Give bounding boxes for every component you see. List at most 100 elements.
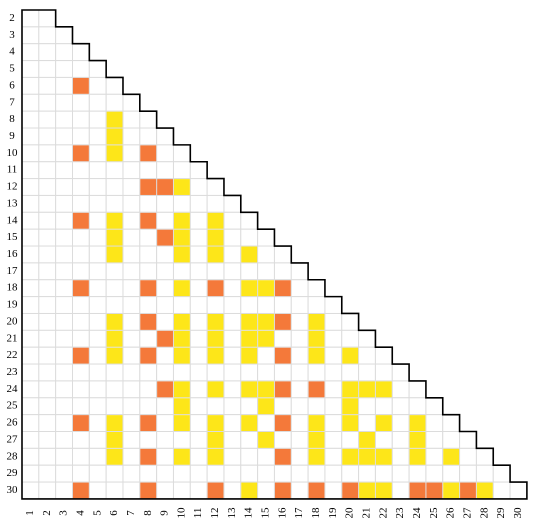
grid-cell xyxy=(324,329,343,348)
grid-cell xyxy=(223,464,242,483)
cell xyxy=(173,212,190,229)
grid-cell xyxy=(38,76,57,95)
row-label: 19 xyxy=(7,299,19,311)
cell xyxy=(241,415,258,431)
cell xyxy=(140,482,157,499)
cell xyxy=(140,179,157,195)
grid-cell xyxy=(71,262,90,281)
grid-cell xyxy=(459,447,477,466)
grid-cell xyxy=(139,110,158,129)
cell xyxy=(241,381,258,398)
grid-cell xyxy=(21,262,40,281)
grid-cell xyxy=(189,397,208,416)
grid-cell xyxy=(38,481,57,500)
grid-cell xyxy=(341,464,360,483)
grid-cell xyxy=(21,245,40,264)
grid-cell xyxy=(290,346,309,365)
grid-cell xyxy=(156,279,174,298)
cell xyxy=(258,432,274,448)
grid-cell xyxy=(88,363,107,382)
grid-cell xyxy=(88,194,107,213)
cell xyxy=(258,280,274,297)
cell xyxy=(274,347,291,364)
grid-cell xyxy=(88,431,107,449)
grid-cell xyxy=(122,245,141,264)
grid-cell xyxy=(71,245,90,264)
grid-cell xyxy=(290,447,309,466)
grid-cell xyxy=(156,194,174,213)
cell xyxy=(274,448,291,465)
grid-cell xyxy=(38,464,57,483)
grid-cell xyxy=(21,211,40,230)
grid-cell xyxy=(290,363,309,382)
grid-cell xyxy=(189,481,208,500)
grid-cell xyxy=(189,346,208,365)
grid-cell xyxy=(122,279,141,298)
row-label: 8 xyxy=(9,113,15,125)
grid-cell xyxy=(88,346,107,365)
cell xyxy=(342,448,359,465)
cell xyxy=(359,432,375,448)
grid-cell xyxy=(307,279,326,298)
column-label: 19 xyxy=(327,507,339,519)
grid-cell xyxy=(88,245,107,264)
cell xyxy=(106,330,123,347)
grid-cell xyxy=(122,397,141,416)
cell xyxy=(140,448,157,465)
cell xyxy=(173,398,190,415)
cell xyxy=(157,229,173,246)
grid-cell xyxy=(21,60,40,78)
cell xyxy=(258,398,274,415)
grid-cell xyxy=(189,363,208,382)
grid-cell xyxy=(122,296,141,314)
cell xyxy=(207,313,224,330)
grid-cell xyxy=(55,262,73,281)
grid-cell xyxy=(122,178,141,196)
grid-cell xyxy=(21,76,40,95)
column-label: 14 xyxy=(243,507,255,519)
cell xyxy=(308,347,325,364)
grid-cell xyxy=(156,414,174,433)
grid-cell xyxy=(38,346,57,365)
grid-cell xyxy=(324,363,343,382)
grid-cell xyxy=(38,144,57,163)
grid-cell xyxy=(172,431,191,449)
grid-cell xyxy=(391,414,410,433)
grid-cell xyxy=(38,296,57,314)
grid-cell xyxy=(71,380,90,399)
grid-cell xyxy=(71,329,90,348)
grid-cell xyxy=(374,397,393,416)
grid-cell xyxy=(21,279,40,298)
grid-cell xyxy=(38,178,57,196)
grid-cell xyxy=(38,380,57,399)
grid-cell xyxy=(189,431,208,449)
grid-cell xyxy=(139,245,158,264)
row-label: 11 xyxy=(7,164,18,176)
grid-cell xyxy=(324,481,343,500)
column-label: 12 xyxy=(209,507,221,518)
row-label: 6 xyxy=(9,79,15,91)
grid-cell xyxy=(21,464,40,483)
grid-cell xyxy=(55,194,73,213)
column-label: 1 xyxy=(24,510,36,516)
grid-cell xyxy=(324,312,343,331)
grid-cell xyxy=(38,431,57,449)
column-label: 30 xyxy=(512,507,524,519)
grid-cell xyxy=(189,178,208,196)
row-label: 26 xyxy=(7,417,19,429)
grid-cell xyxy=(55,312,73,331)
grid-cell xyxy=(206,262,225,281)
grid-cell xyxy=(172,296,191,314)
grid-cell xyxy=(206,363,225,382)
grid-cell xyxy=(21,110,40,129)
grid-cell xyxy=(156,296,174,314)
column-label: 4 xyxy=(74,510,86,516)
column-label: 9 xyxy=(159,510,171,516)
cell xyxy=(443,448,460,465)
cell xyxy=(308,330,325,347)
cell xyxy=(241,347,258,364)
grid-cell xyxy=(189,380,208,399)
grid-cell xyxy=(307,363,326,382)
cell xyxy=(173,313,190,330)
grid-cell xyxy=(71,296,90,314)
